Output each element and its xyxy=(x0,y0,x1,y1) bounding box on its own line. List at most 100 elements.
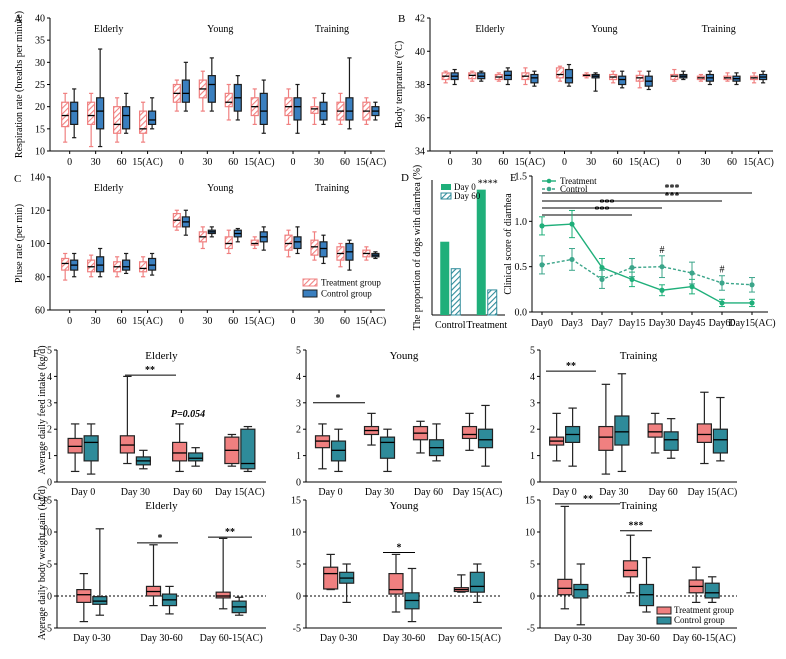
panel-A-treatment-box xyxy=(62,102,69,126)
panel-A-x-tick-label: 60 xyxy=(340,157,350,168)
panel-label-B: B xyxy=(398,13,405,25)
panel-C-group-label: Training xyxy=(315,183,349,194)
panel-F-category-label: Day 30 xyxy=(365,487,394,498)
panel-C-x-tick-label: 60 xyxy=(340,316,350,327)
panel-A-control-box xyxy=(182,80,189,102)
legend-treatment-swatch xyxy=(303,279,317,286)
panel-F-elderly-y-tick-label: 1 xyxy=(47,451,52,462)
panel-F-treatment-box xyxy=(173,442,187,460)
panel-C-control-box xyxy=(97,257,104,272)
figure-canvas: A10152025303540Respiration rate (breaths… xyxy=(0,0,786,659)
panel-A-y-tick-label: 15 xyxy=(35,124,45,135)
panel-A-x-tick-label: 30 xyxy=(314,157,324,168)
panel-F-category-label: Day 0 xyxy=(318,487,342,498)
panel-A-treatment-box xyxy=(311,107,318,114)
panel-A-y-tick-label: 35 xyxy=(35,36,45,47)
panel-A-treatment-box xyxy=(225,93,232,106)
panel-G-elderly-y-tick-label: 10 xyxy=(42,528,52,539)
panel-F-category-label: Day 60 xyxy=(649,487,678,498)
panel-G-treatment-box xyxy=(324,567,338,589)
panel-F-sig-label: ** xyxy=(145,365,155,376)
panel-G-legend-treatment-swatch xyxy=(657,607,671,614)
panel-B-x-tick-label: 30 xyxy=(586,157,596,168)
panel-F-sig-label: * xyxy=(336,393,341,404)
panel-F-training-y-tick-label: 2 xyxy=(530,425,535,436)
panel-F-control-box xyxy=(615,416,629,445)
panel-G-control-box xyxy=(574,584,588,597)
panel-E-x-tick-label: Day15(AC) xyxy=(728,318,775,329)
panel-D-ylabel: The proportion of dogs with diarrhea (%) xyxy=(412,165,423,331)
panel-F-subplot-title: Young xyxy=(390,350,419,362)
panel-B-x-tick-label: 0 xyxy=(562,157,567,168)
panel-D-bar-day60 xyxy=(451,269,460,315)
panel-E-point xyxy=(689,270,694,275)
panel-F-training-y-tick-label: 1 xyxy=(530,451,535,462)
panel-F-category-label: Day 0 xyxy=(71,487,95,498)
panel-E-point xyxy=(719,280,724,285)
panel-C-treatment-box xyxy=(251,240,258,245)
panel-G-sig-label: ** xyxy=(225,527,235,538)
panel-B-y-tick-label: 34 xyxy=(415,147,425,158)
panel-B-treatment-box xyxy=(556,68,563,78)
panel-E-point xyxy=(539,223,544,228)
panel-C-x-tick-label: 0 xyxy=(67,316,72,327)
panel-G-legend-control-swatch xyxy=(657,617,671,624)
panel-G-sig-label: ** xyxy=(583,494,593,505)
panel-E-point xyxy=(719,300,724,305)
panel-F-sig-label: ** xyxy=(566,361,576,372)
panel-E-point xyxy=(629,265,634,270)
panel-A-control-box xyxy=(260,93,267,124)
panel-B-x-tick-label: 15(AC) xyxy=(743,157,774,168)
panel-E-sig-label: *** xyxy=(595,205,610,216)
panel-label-D: D xyxy=(401,172,409,184)
panel-A-x-tick-label: 0 xyxy=(179,157,184,168)
panel-G-treatment-box xyxy=(558,579,572,594)
panel-C-treatment-box xyxy=(285,235,292,250)
panel-G-training-y-tick-label: 5 xyxy=(530,560,535,571)
panel-A-x-tick-label: 15(AC) xyxy=(244,157,275,168)
panel-label-C: C xyxy=(14,173,21,185)
panel-C-ylabel: Pluse rate (per min) xyxy=(14,204,25,283)
panel-G-control-box xyxy=(705,583,719,598)
panel-E-x-tick-label: Day45 xyxy=(679,318,706,329)
panel-F-elderly-y-tick-label: 3 xyxy=(47,398,52,409)
panel-F-young-y-tick-label: 2 xyxy=(296,425,301,436)
panel-C-y-tick-label: 80 xyxy=(35,272,45,283)
panel-E-legend-control-marker xyxy=(547,187,552,192)
panel-B-x-tick-label: 60 xyxy=(498,157,508,168)
panel-F-treatment-box xyxy=(120,436,134,453)
panel-E-hash: # xyxy=(720,265,725,276)
panel-G-young-y-tick-label: 0 xyxy=(296,592,301,603)
panel-F-control-box xyxy=(713,429,727,453)
panel-B-x-tick-label: 60 xyxy=(727,157,737,168)
panel-B-group-label: Training xyxy=(702,24,736,35)
panel-G-young-y-tick-label: 15 xyxy=(291,496,301,507)
panel-A-ylabel: Respiration rate (breaths per minute) xyxy=(14,11,25,158)
panel-C-x-tick-label: 60 xyxy=(117,316,127,327)
panel-B-treatment-box xyxy=(671,75,678,80)
panel-C-treatment-box xyxy=(311,240,318,255)
panel-A-x-tick-label: 60 xyxy=(117,157,127,168)
panel-G-young-y-tick-label: 10 xyxy=(291,528,301,539)
panel-F-control-box xyxy=(381,437,395,458)
panel-F-training-y-tick-label: 3 xyxy=(530,398,535,409)
legend-treatment-label: Treatment group xyxy=(321,278,381,288)
panel-C-x-tick-label: 0 xyxy=(291,316,296,327)
panel-G-category-label: Day 30-60 xyxy=(617,633,660,644)
panel-F-treatment-box xyxy=(599,427,613,451)
panel-E-point xyxy=(659,288,664,293)
panel-A-x-tick-label: 15(AC) xyxy=(356,157,387,168)
panel-G-elderly-y-tick-label: 5 xyxy=(47,560,52,571)
panel-G-legend-treatment-label: Treatment group xyxy=(674,605,734,615)
panel-B-control-box xyxy=(531,75,538,83)
panel-C-x-tick-label: 15(AC) xyxy=(132,316,163,327)
panel-C-y-tick-label: 100 xyxy=(30,239,45,250)
panel-F-training-y-tick-label: 0 xyxy=(530,478,535,489)
panel-E-x-tick-label: Day3 xyxy=(561,318,583,329)
panel-C-control-box xyxy=(294,237,301,249)
panel-D-legend-day60-label: Day 60 xyxy=(454,191,481,201)
panel-B-y-tick-label: 38 xyxy=(415,80,425,91)
panel-F-category-label: Day 15(AC) xyxy=(688,487,738,498)
panel-E-sig-label: *** xyxy=(665,183,680,194)
panel-E-series-treatment xyxy=(542,224,752,303)
